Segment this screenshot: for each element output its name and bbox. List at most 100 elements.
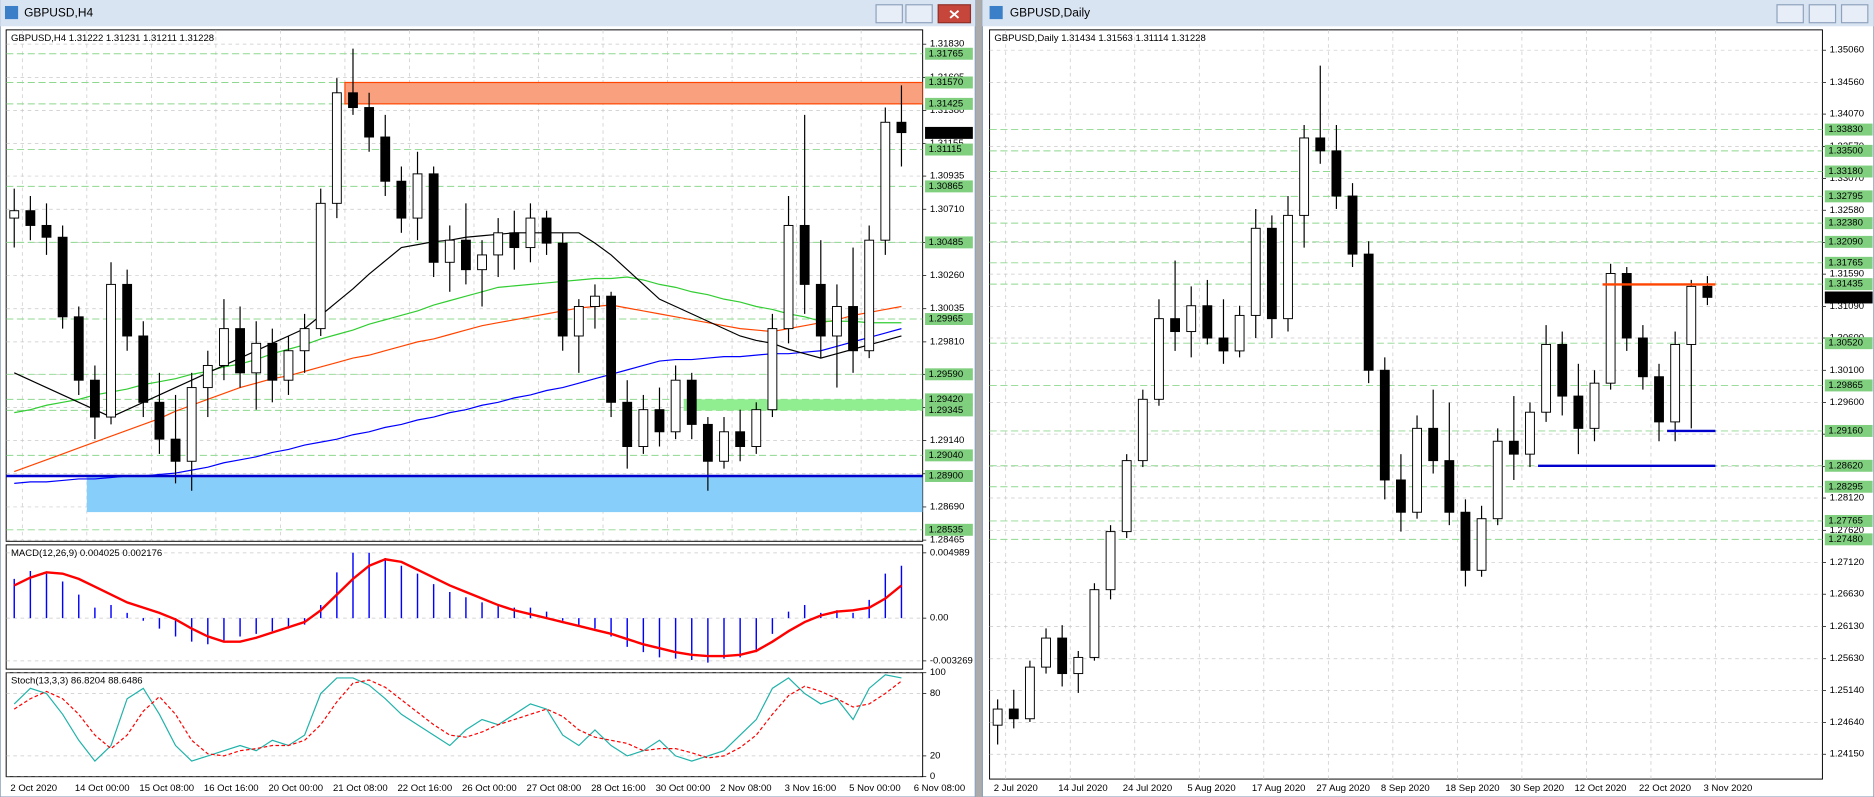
x-tick-label: 30 Sep 2020	[1510, 783, 1564, 794]
restore-button[interactable]	[1808, 4, 1837, 24]
y-tick-label: 1.25630	[1830, 653, 1865, 664]
candle-body	[1137, 398, 1148, 462]
candle-body	[283, 350, 294, 381]
candle-body	[799, 224, 810, 285]
level-label-bg	[1824, 165, 1873, 178]
x-tick-label: 2 Nov 08:00	[720, 783, 771, 794]
x-tick-label: 12 Oct 2020	[1574, 783, 1626, 794]
candle-body	[396, 180, 407, 219]
candle-body	[1508, 440, 1519, 455]
level-label-bg	[925, 180, 973, 193]
level-label-bg	[1824, 217, 1873, 230]
candle-body	[219, 328, 229, 366]
panel-header: GBPUSD,H4 1.31222 1.31231 1.31211 1.3122…	[11, 33, 214, 44]
restore-button[interactable]	[905, 4, 933, 24]
window-frame	[0, 0, 976, 797]
moving-average	[14, 328, 902, 484]
level-label-bg	[925, 76, 973, 89]
candle-body	[1476, 518, 1487, 571]
level-label: 1.28295	[1828, 481, 1863, 492]
plot-frame	[5, 29, 924, 542]
candle-body	[299, 328, 310, 352]
level-label-bg	[1824, 514, 1873, 527]
level-label-bg	[925, 97, 973, 110]
zone	[86, 476, 923, 513]
y-tick-label: 1.27120	[1830, 557, 1865, 568]
y-tick-label: 1.30935	[930, 171, 965, 182]
plot-layer	[6, 552, 923, 663]
minimize-button[interactable]	[875, 4, 903, 24]
current-price-bg	[1824, 291, 1873, 304]
candle-body	[41, 224, 52, 238]
level-label: 1.28900	[929, 471, 964, 482]
candle-body	[525, 217, 536, 249]
y-tick-label: 1.28465	[930, 535, 965, 546]
candle-body	[1637, 337, 1648, 378]
level-label: 1.28535	[929, 524, 964, 535]
close-button[interactable]	[1840, 4, 1869, 24]
level-label: 1.30485	[929, 237, 964, 248]
level-label: 1.32795	[1828, 191, 1863, 202]
candle-body	[880, 121, 891, 241]
candle-body	[1589, 382, 1600, 429]
candle-body	[1670, 343, 1681, 423]
candle-body	[1573, 395, 1584, 429]
x-tick-label: 17 Aug 2020	[1252, 783, 1306, 794]
candle-body	[331, 92, 342, 204]
candle-body	[557, 242, 568, 337]
level-label-bg	[1824, 533, 1873, 546]
stoch-frame	[5, 672, 924, 778]
candle-body	[106, 283, 116, 418]
close-icon	[949, 10, 960, 19]
candle-body	[57, 236, 68, 318]
level-label: 1.31765	[929, 48, 964, 59]
y-tick-label: 1.30710	[930, 204, 965, 215]
y-tick-label: 1.28120	[1830, 493, 1865, 504]
candle-body	[460, 239, 471, 271]
minimize-button[interactable]	[1776, 4, 1804, 24]
level-label: 1.31435	[1828, 279, 1863, 290]
x-tick-label: 15 Oct 08:00	[139, 783, 194, 794]
candle-body	[783, 224, 794, 330]
candle-body	[493, 232, 504, 256]
y-tick-label: 0.00	[930, 613, 949, 624]
candle-body	[1234, 314, 1245, 352]
level-label: 1.31570	[929, 77, 964, 88]
candle-body	[1008, 708, 1019, 720]
y-tick-label: 1.31380	[930, 105, 965, 116]
y-tick-label: 20	[930, 750, 941, 761]
macd-frame	[5, 544, 924, 670]
level-label: 1.31425	[929, 98, 964, 109]
x-tick-label: 6 Nov 08:00	[914, 783, 965, 794]
x-tick-label: 27 Aug 2020	[1316, 783, 1370, 794]
stoch-line	[13, 674, 902, 762]
level-label: 1.29865	[1828, 380, 1863, 391]
level-label: 1.29590	[929, 369, 964, 380]
candle-body	[122, 283, 133, 337]
x-tick-label: 2 Jul 2020	[994, 783, 1038, 794]
level-label: 1.28620	[1828, 460, 1863, 471]
candle-body	[670, 379, 681, 433]
candle-body	[1073, 656, 1084, 675]
x-tick-label: 28 Oct 16:00	[591, 783, 646, 794]
x-tick-label: 3 Nov 2020	[1704, 783, 1753, 794]
candle-body	[1621, 272, 1632, 339]
level-label: 1.27480	[1828, 534, 1863, 545]
candle-body	[1428, 427, 1439, 462]
x-tick-label: 22 Oct 2020	[1639, 783, 1691, 794]
y-tick-label: 1.31090	[1830, 301, 1865, 312]
candle-body	[573, 306, 584, 337]
moving-average	[13, 232, 902, 418]
level-label: 1.32090	[1828, 236, 1863, 247]
plot-layer	[6, 672, 923, 777]
level-label: 1.33180	[1828, 166, 1863, 177]
candle-body	[138, 335, 149, 403]
level-label: 1.33830	[1828, 124, 1863, 135]
candle-body	[1396, 479, 1406, 513]
level-label-bg	[1824, 459, 1873, 472]
level-label: 1.29345	[929, 405, 964, 416]
candle-body	[380, 136, 391, 182]
level-label-bg	[1824, 144, 1873, 157]
window-frame	[981, 0, 1874, 797]
